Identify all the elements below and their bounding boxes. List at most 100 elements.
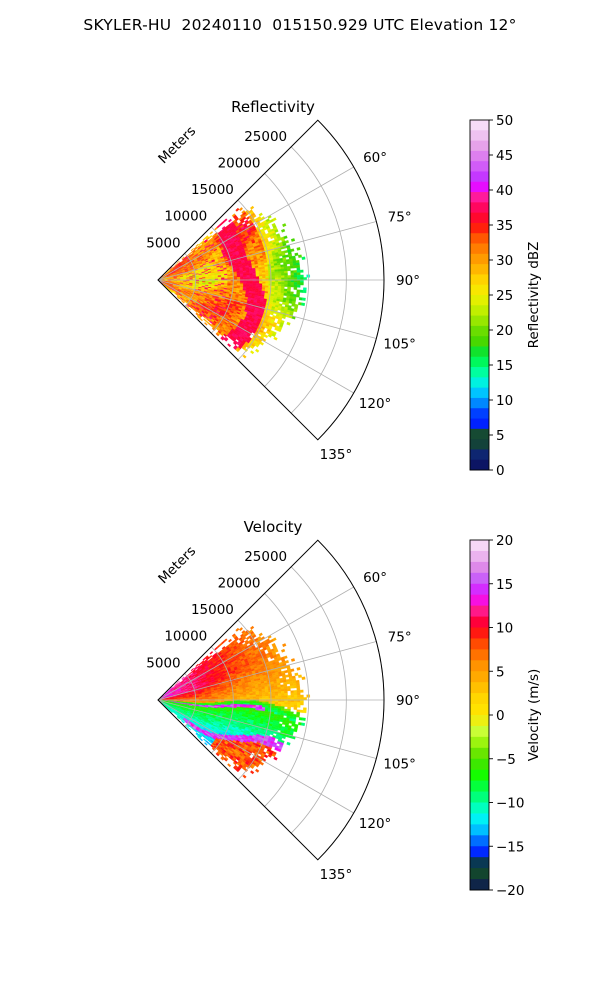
range-tick-label: 25000 [244,129,287,145]
data-cell [299,269,304,273]
data-cell [283,293,288,296]
data-cell [255,696,260,699]
data-cell [233,277,238,279]
data-cell [290,692,295,696]
azimuth-tick-label: 75° [388,209,412,225]
data-cell [299,689,304,693]
data-cell [296,294,300,298]
data-cell [284,240,289,244]
data-cell [259,276,263,279]
data-cell [261,272,266,275]
data-cell [300,274,304,278]
data-cell [279,299,284,303]
data-cell [252,696,257,699]
data-cell [271,691,276,695]
data-cell [296,667,301,671]
data-cell [199,317,203,322]
data-cell [274,691,279,695]
data-cell [293,272,298,276]
data-cell [290,272,295,276]
range-tick-label: 10000 [164,209,207,225]
data-cell [286,265,291,269]
data-cell [274,285,279,289]
data-cell [243,275,247,278]
data-cell [300,694,304,698]
data-cell [296,684,301,689]
data-cell [242,354,247,359]
data-cell [290,270,295,274]
data-cell [287,275,292,278]
data-cell [223,218,228,223]
data-cell [240,276,244,279]
data-cell [277,271,282,274]
data-cell [281,273,285,276]
range-tick-label: 15000 [191,182,234,198]
data-cell [258,694,263,697]
range-tick-label: 5000 [146,235,180,251]
data-cell [262,696,266,699]
data-cell [274,695,279,699]
data-cell [296,267,301,271]
data-cell [228,638,232,643]
data-cell [284,270,288,274]
data-cell [271,689,275,693]
data-cell [284,693,288,696]
data-cell [279,260,284,263]
data-cell [255,694,260,697]
data-cell [280,271,285,274]
data-cell [287,284,291,288]
data-cell [293,284,298,288]
data-cell [283,655,288,660]
data-cell [259,696,263,699]
data-cell [250,205,255,210]
data-cell [277,693,282,696]
data-cell [290,238,296,242]
panel-title: Reflectivity [231,98,315,116]
data-cell [268,695,273,699]
data-cell [296,687,301,691]
data-cell [282,223,287,228]
data-cell [223,638,228,643]
data-cell [294,252,299,256]
data-cell [274,275,279,279]
data-cell [277,286,282,289]
data-cell [268,691,272,695]
data-cell [281,284,285,287]
data-cell [246,275,250,278]
data-cell [290,284,295,288]
data-cell [249,274,254,277]
data-cell [287,688,291,692]
data-cell [286,685,291,689]
data-cell [283,235,288,240]
data-cell [278,673,283,677]
data-cell [290,248,295,252]
data-cell [298,254,302,258]
data-cell [208,655,213,659]
data-cell [301,302,306,306]
data-cell [246,281,250,284]
data-cell [258,272,263,275]
data-cell [287,695,292,698]
data-cell [236,276,241,279]
reflectivity-panel: Reflectivity500010000150002000025000Mete… [146,98,420,463]
data-cell [281,275,285,278]
data-cell [271,283,276,287]
data-cell [277,691,282,694]
data-cell [296,289,301,293]
azimuth-tick-label: 90° [396,273,420,289]
data-cell [298,674,302,678]
data-cell [284,660,289,664]
data-cell [255,276,260,279]
data-cell [249,276,254,279]
data-cell [262,283,266,286]
data-cell [240,696,244,699]
data-cell [289,685,294,689]
data-cell [285,254,290,258]
data-cell [252,274,257,277]
data-cell [252,276,257,279]
azimuth-tick-label: 60° [363,150,387,166]
data-cell [238,627,244,632]
data-cell [209,231,214,235]
azimuth-tick-labels: 60°75°90°105°120°135° [320,150,420,463]
